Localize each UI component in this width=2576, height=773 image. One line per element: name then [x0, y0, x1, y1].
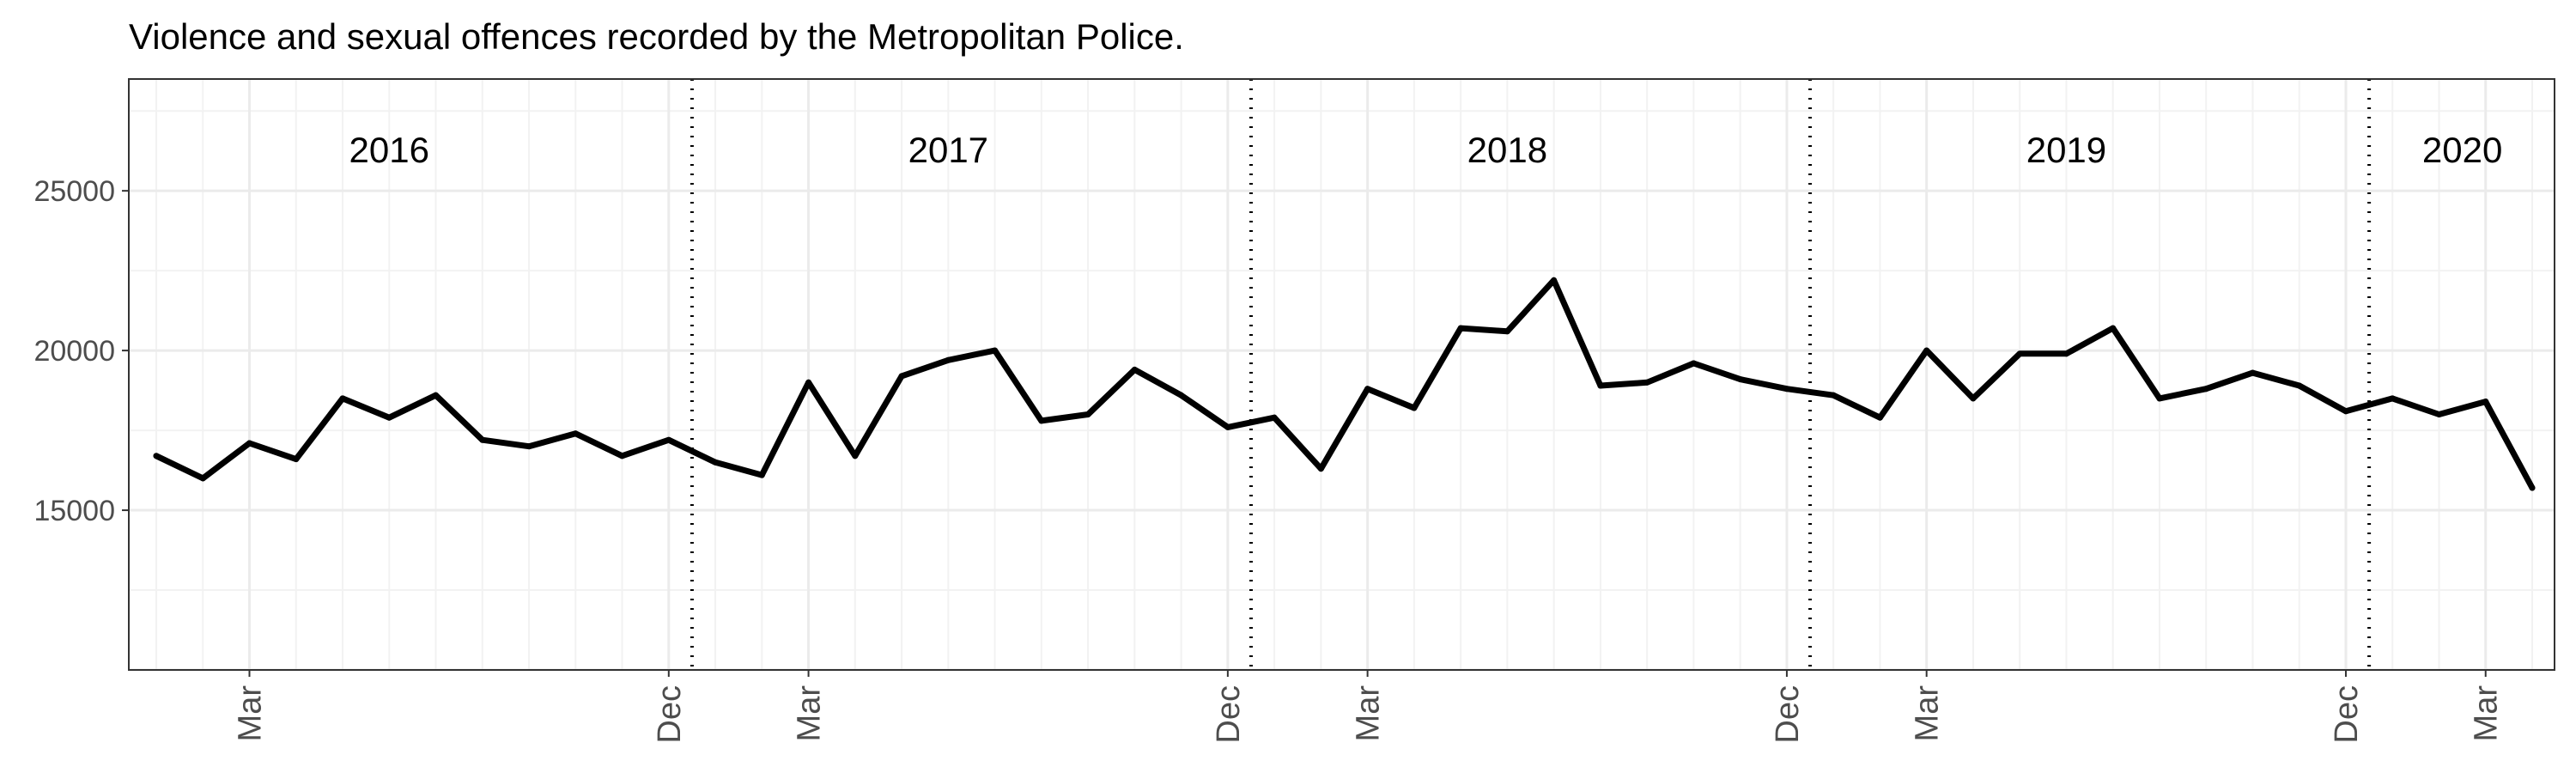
data-point	[2110, 325, 2117, 332]
data-point	[339, 395, 346, 402]
data-point	[1737, 376, 1744, 383]
data-point	[199, 475, 206, 482]
data-point	[1643, 379, 1650, 386]
major-grid	[129, 79, 2555, 672]
minor-grid	[129, 79, 2555, 670]
series-layer	[153, 277, 2536, 491]
data-point	[945, 356, 951, 363]
data-point	[758, 472, 765, 478]
y-tick-label: 20000	[33, 335, 115, 368]
data-point	[246, 440, 253, 447]
x-tick-label: Mar	[233, 685, 269, 742]
data-point	[2342, 408, 2349, 415]
y-axis: 15000 20000 25000	[33, 175, 129, 527]
data-point	[2156, 395, 2163, 402]
data-point	[433, 392, 440, 399]
data-point	[2482, 399, 2489, 405]
y-tick-label: 25000	[33, 175, 115, 208]
data-point	[1317, 466, 1324, 472]
data-point	[852, 453, 859, 460]
data-point	[1411, 405, 1418, 411]
data-point	[526, 443, 532, 450]
year-label: 2016	[349, 130, 429, 170]
series-line	[153, 277, 2536, 491]
year-labels: 2016 2017 2018 2019 2020	[349, 130, 2503, 170]
data-point	[2529, 484, 2536, 491]
data-point	[1504, 328, 1510, 335]
data-point	[2063, 350, 2069, 357]
x-tick-label: Mar	[792, 685, 828, 742]
x-tick-label: Dec	[1770, 685, 1806, 744]
data-point	[2435, 411, 2442, 417]
year-label: 2017	[908, 130, 988, 170]
x-tick-label: Mar	[1910, 685, 1946, 742]
data-point	[2202, 386, 2209, 393]
data-point	[572, 430, 579, 437]
x-tick-label: Dec	[652, 685, 688, 744]
x-axis: Mar Dec Mar Dec Mar Dec Mar Dec Mar	[233, 670, 2505, 744]
data-point	[992, 347, 999, 354]
data-point	[619, 453, 626, 460]
data-point	[1970, 395, 1977, 402]
data-point	[1178, 392, 1185, 399]
data-point	[1690, 360, 1697, 367]
data-point	[712, 459, 719, 466]
y-tick-label: 15000	[33, 495, 115, 527]
data-point	[2389, 395, 2396, 402]
data-point	[665, 436, 672, 443]
data-point	[1551, 277, 1558, 283]
year-label: 2018	[1467, 130, 1547, 170]
data-point	[1923, 347, 1930, 354]
x-tick-label: Mar	[2469, 685, 2505, 742]
data-point	[805, 379, 812, 386]
plot-border	[128, 78, 2555, 671]
data-point	[293, 456, 300, 463]
year-boundary-lines	[690, 79, 2372, 670]
data-point	[1597, 382, 1604, 389]
data-point	[386, 414, 392, 421]
data-point	[1271, 414, 1278, 421]
chart-title: Violence and sexual offences recorded by…	[129, 16, 1184, 57]
x-tick-label: Dec	[1211, 685, 1247, 744]
year-label: 2020	[2422, 130, 2502, 170]
data-point	[153, 453, 160, 460]
data-point	[1783, 386, 1790, 393]
data-point	[2296, 382, 2303, 389]
x-tick-label: Mar	[1351, 685, 1387, 742]
year-label: 2019	[2026, 130, 2106, 170]
data-point	[1084, 411, 1091, 417]
data-point	[898, 373, 905, 380]
data-point	[479, 436, 486, 443]
data-point	[1830, 392, 1837, 399]
x-tick-label: Dec	[2329, 685, 2365, 744]
data-point	[1876, 414, 1883, 421]
data-point	[1364, 386, 1371, 393]
data-point	[1224, 423, 1231, 430]
data-point	[1457, 325, 1464, 332]
data-point	[1038, 417, 1045, 424]
data-point	[1131, 366, 1138, 373]
data-point	[2016, 350, 2023, 357]
data-point	[2249, 369, 2256, 376]
